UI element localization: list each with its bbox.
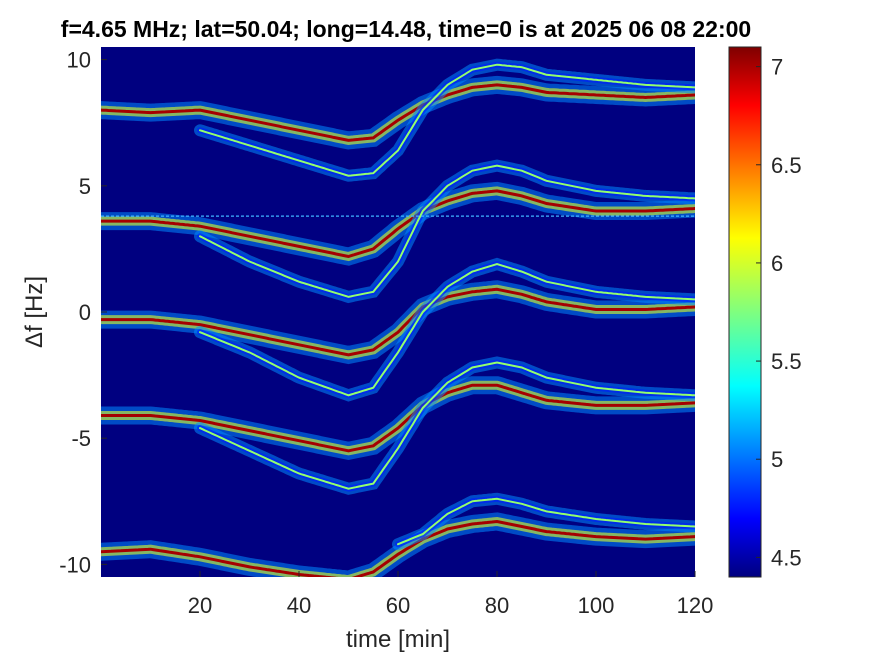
y-axis-label: Δf [Hz] [21,276,48,348]
trace-core [101,189,695,259]
colorbar-frame [728,46,762,578]
chart-title: f=4.65 MHz; lat=50.04; long=14.48, time=… [61,16,751,42]
y-axis: -10 -5 0 5 10 [59,48,107,577]
trace-1 [101,75,695,150]
x-tick-label: 120 [677,593,714,618]
x-tick-label: 100 [578,593,615,618]
y-tick-label: 5 [79,174,91,199]
trace-9 [101,512,695,577]
trace-core [199,262,695,397]
x-axis: 20 40 60 80 100 120 [188,571,714,618]
x-tick-label: 40 [287,593,311,618]
trace-core [101,83,695,142]
y-tick-label: 0 [79,300,91,325]
trace-core [397,497,695,546]
colorbar-tick-label: 6 [771,251,783,276]
trace-7 [101,376,695,460]
x-tick-label: 20 [188,593,212,618]
y-tick-label: -5 [71,426,91,451]
trace-10 [392,492,695,551]
y-tick-label: -10 [59,552,91,577]
trace-core [101,519,695,577]
colorbar-tick-label: 4.5 [771,545,802,570]
y-tick-label: 10 [67,48,91,73]
x-tick-label: 60 [386,593,410,618]
x-axis-label: time [min] [346,626,450,653]
trace-core [199,361,695,490]
colorbar-tick-label: 7 [771,55,783,80]
trace-4 [194,159,695,304]
trace-core [101,287,695,357]
x-tick-label: 80 [485,593,509,618]
plot-area [101,47,695,577]
trace-5 [101,280,695,365]
colorbar: 4.5 5 5.5 6 6.5 7 [728,46,802,578]
trace-core [101,383,695,453]
trace-3 [101,181,695,266]
colorbar-tick-label: 6.5 [771,153,802,178]
colorbar-tick-label: 5.5 [771,349,802,374]
trace-core [199,63,695,177]
trace-2 [194,58,695,182]
colorbar-ticks: 4.5 5 5.5 6 6.5 7 [728,46,802,578]
colorbar-tick-label: 5 [771,447,783,472]
colorbar-gradient [729,47,761,577]
trace-6 [194,257,695,402]
trace-core [199,164,695,298]
trace-8 [194,356,695,495]
heatmap-traces [101,58,695,577]
